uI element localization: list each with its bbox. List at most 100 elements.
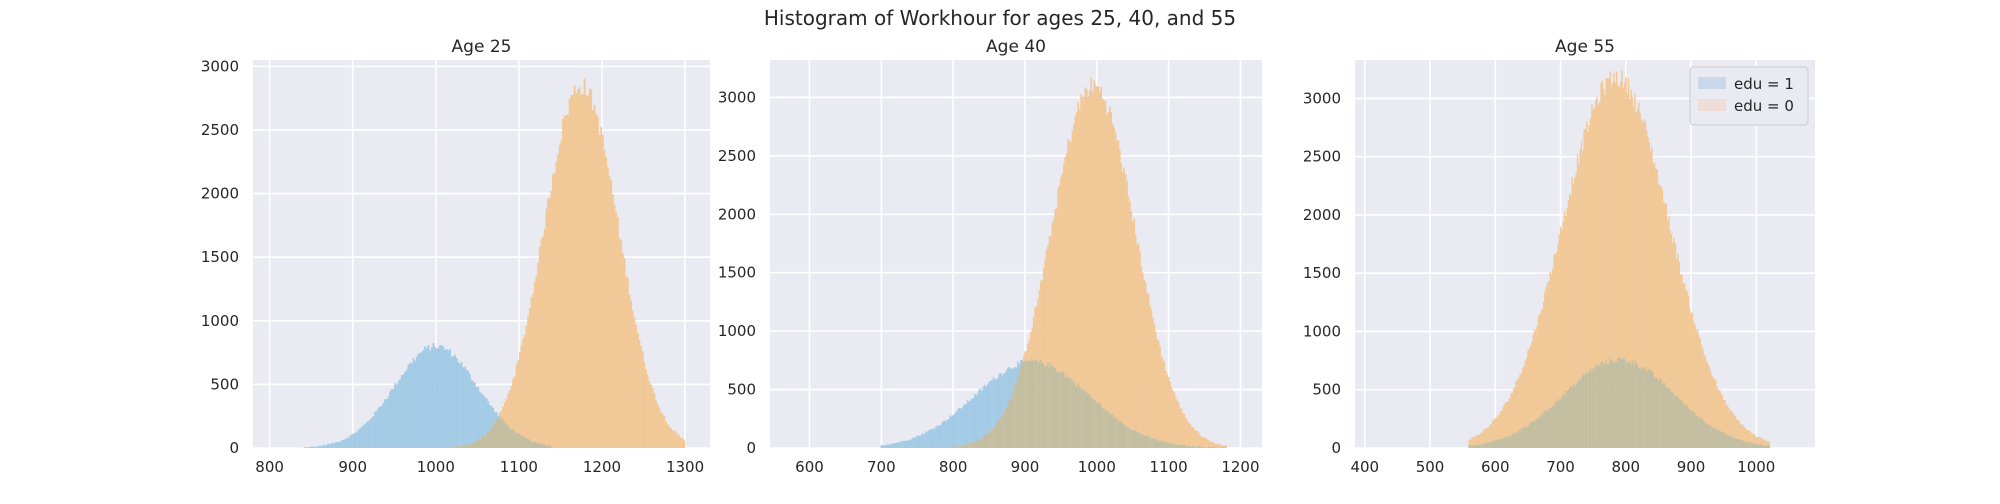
bar-overlap	[1669, 390, 1670, 448]
bar-overlap	[1162, 441, 1164, 448]
bar-edu-0	[1204, 437, 1206, 447]
bar-edu-1	[351, 434, 353, 448]
bar-edu-0	[1730, 411, 1731, 436]
bar-edu-0	[1093, 80, 1095, 400]
bar-overlap	[1607, 364, 1608, 448]
bar-overlap	[1093, 400, 1095, 448]
bar-edu-0	[1487, 428, 1488, 442]
bar-edu-0	[1531, 342, 1532, 422]
bar-edu-0	[1646, 131, 1647, 372]
bar-overlap	[1083, 390, 1085, 448]
bar-edu-0	[1609, 71, 1610, 358]
bar-edu-0	[1141, 267, 1143, 434]
bar-overlap	[1650, 370, 1651, 448]
bar-edu-1	[891, 444, 893, 448]
bar-edu-0	[552, 174, 554, 448]
bar-edu-0	[1749, 431, 1750, 442]
bar-overlap	[1171, 444, 1173, 448]
bar-edu-1	[882, 446, 884, 448]
bar-overlap	[1072, 382, 1074, 448]
y-tick-label: 1500	[201, 248, 239, 266]
bar-edu-0	[1135, 235, 1137, 431]
bar-edu-0	[1149, 305, 1151, 436]
bar-edu-0	[1675, 244, 1676, 397]
bar-edu-1	[994, 379, 996, 427]
bar-overlap	[1583, 374, 1584, 448]
bar-overlap	[1621, 360, 1622, 448]
bar-edu-0	[1053, 219, 1055, 367]
bar-overlap	[948, 447, 950, 448]
bar-overlap	[1634, 360, 1635, 448]
bar-edu-0	[657, 405, 659, 448]
bar-edu-1	[477, 387, 479, 439]
bar-edu-0	[1539, 315, 1540, 418]
bar-edu-1	[492, 408, 494, 426]
bar-edu-0	[575, 93, 577, 448]
bar-overlap	[1064, 377, 1066, 448]
bar-overlap	[1589, 373, 1590, 448]
bar-edu-1	[940, 425, 942, 447]
bar-overlap	[1656, 378, 1657, 448]
bar-edu-1	[331, 443, 333, 448]
bar-edu-0	[1497, 416, 1498, 440]
bar-overlap	[1175, 444, 1177, 448]
bar-edu-0	[645, 370, 647, 448]
bar-edu-0	[1046, 249, 1048, 366]
bar-edu-1	[937, 425, 939, 448]
bar-edu-0	[620, 240, 622, 448]
bar-edu-1	[451, 357, 453, 448]
bar-edu-1	[446, 349, 448, 448]
bar-edu-0	[647, 375, 649, 448]
bar-edu-0	[1484, 429, 1485, 443]
bar-overlap	[1629, 362, 1630, 448]
bar-edu-0	[1158, 341, 1160, 441]
bar-edu-0	[1685, 289, 1686, 404]
bar-edu-0	[1121, 163, 1123, 421]
bar-overlap	[1582, 375, 1583, 448]
bar-overlap	[497, 418, 499, 448]
bar-overlap	[1709, 426, 1710, 448]
bar-overlap	[549, 445, 551, 448]
bar-overlap	[1741, 441, 1742, 448]
bar-edu-1	[368, 421, 370, 448]
bar-edu-0	[1119, 150, 1121, 421]
bar-overlap	[1686, 405, 1687, 448]
bar-overlap	[1066, 375, 1068, 448]
bar-edu-0	[1187, 420, 1189, 446]
bar-overlap	[1756, 444, 1757, 448]
y-tick-label: 1500	[1303, 264, 1341, 282]
bar-edu-0	[622, 253, 624, 448]
bar-edu-0	[1667, 221, 1668, 388]
bar-edu-0	[632, 310, 634, 448]
bar-edu-0	[1587, 132, 1588, 372]
bar-edu-0	[1741, 424, 1742, 441]
bar-overlap	[1026, 360, 1028, 448]
bar-edu-0	[1525, 361, 1526, 427]
bar-overlap	[998, 418, 1000, 448]
bar-edu-0	[1633, 107, 1634, 365]
bar-edu-1	[919, 436, 921, 448]
bar-overlap	[1034, 360, 1036, 448]
bar-overlap	[1701, 417, 1702, 448]
bar-overlap	[1029, 361, 1031, 448]
bar-overlap	[1608, 363, 1609, 448]
bar-edu-1	[1014, 367, 1016, 384]
bar-edu-0	[1653, 164, 1654, 372]
bar-edu-0	[1664, 204, 1665, 383]
legend-label: edu = 1	[1734, 75, 1794, 93]
bar-edu-0	[1112, 124, 1114, 414]
bar-overlap	[1754, 443, 1755, 448]
bar-edu-0	[1542, 309, 1543, 415]
bar-overlap	[477, 439, 479, 448]
bar-edu-1	[472, 381, 474, 442]
bar-edu-1	[975, 396, 977, 442]
bar-edu-0	[1050, 237, 1052, 363]
bar-edu-0	[527, 316, 529, 439]
y-tick-label: 500	[727, 381, 756, 399]
x-tick-label: 1000	[1078, 458, 1116, 476]
bar-overlap	[1761, 444, 1762, 448]
bar-edu-0	[1744, 427, 1745, 441]
bar-edu-0	[1727, 405, 1728, 435]
bar-edu-0	[1106, 114, 1108, 412]
